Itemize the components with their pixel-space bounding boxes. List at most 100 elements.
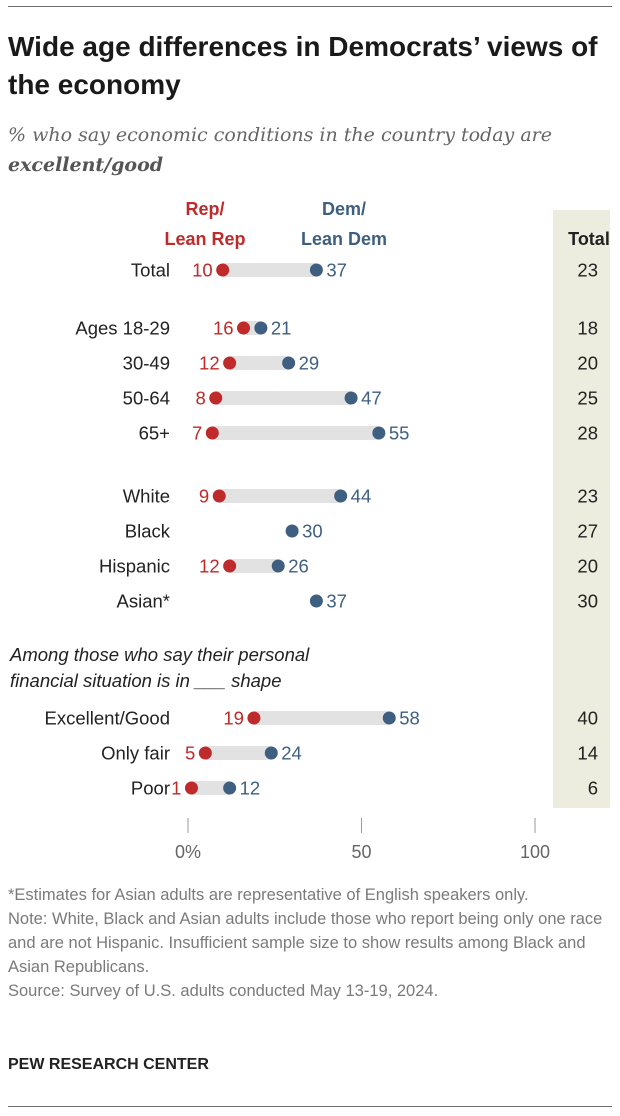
bottom-rule <box>8 1106 612 1107</box>
total-value: 23 <box>577 260 598 281</box>
legend-rep-line2: Lean Rep <box>164 229 245 249</box>
top-rule <box>8 6 612 7</box>
rep-dot <box>223 559 237 573</box>
range-bar <box>222 263 317 277</box>
total-value: 25 <box>577 388 598 409</box>
dem-dot <box>271 559 285 573</box>
dem-value-label: 29 <box>299 353 320 374</box>
dem-dot <box>285 524 299 538</box>
dem-value-label: 12 <box>240 778 261 799</box>
dem-dot <box>264 746 278 760</box>
total-value: 28 <box>577 423 598 444</box>
row-label: 65+ <box>139 423 170 444</box>
total-value: 23 <box>577 486 598 507</box>
legend-dem-line2: Lean Dem <box>301 229 387 249</box>
dem-value-label: 55 <box>389 423 410 444</box>
dem-dot <box>223 781 237 795</box>
legend-dem-line1: Dem/ <box>322 199 366 219</box>
total-value: 14 <box>577 743 598 764</box>
dot-plot: Rep/Lean Rep Dem/Lean Dem Total Among those… <box>9 199 610 862</box>
total-value: 18 <box>577 318 598 339</box>
row-label: 30-49 <box>123 353 170 374</box>
subgroup-heading-line1: Among those who say their personal <box>9 644 310 665</box>
org-name: PEW RESEARCH CENTER <box>8 1056 209 1073</box>
range-bar <box>253 711 390 725</box>
legend-total: Total <box>568 229 610 249</box>
total-value: 30 <box>577 591 598 612</box>
chart-title: Wide age differences in Democrats’ views… <box>8 31 598 100</box>
note-text: Note: White, Black and Asian adults incl… <box>8 910 603 976</box>
dem-value-label: 30 <box>302 521 323 542</box>
rep-value-label: 9 <box>199 486 209 507</box>
dem-value-label: 37 <box>326 591 347 612</box>
dem-value-label: 21 <box>271 318 292 339</box>
row-label: Excellent/Good <box>45 708 170 729</box>
dem-value-label: 47 <box>361 388 382 409</box>
subgroup-heading-line2: financial situation is in ___ shape <box>10 670 282 691</box>
row-label: Asian* <box>117 591 170 612</box>
total-value: 6 <box>588 778 598 799</box>
rep-value-label: 12 <box>199 556 220 577</box>
total-value: 20 <box>577 556 598 577</box>
rep-dot <box>184 781 198 795</box>
dem-dot <box>382 711 396 725</box>
legend-rep-line1: Rep/ <box>185 199 224 219</box>
dem-dot <box>334 489 348 503</box>
rep-value-label: 12 <box>199 353 220 374</box>
axis-label-100: 100 <box>520 842 550 862</box>
rep-dot <box>198 746 212 760</box>
dem-dot <box>282 356 296 370</box>
rep-dot <box>223 356 237 370</box>
row-label: Only fair <box>101 743 170 764</box>
row-label: Ages 18-29 <box>75 318 170 339</box>
rep-dot <box>247 711 261 725</box>
rep-value-label: 1 <box>171 778 181 799</box>
rep-value-label: 8 <box>195 388 205 409</box>
row-label: 50-64 <box>123 388 170 409</box>
rep-dot <box>237 321 251 335</box>
row-label: Poor <box>131 778 170 799</box>
rep-dot <box>212 489 226 503</box>
range-bar <box>229 356 289 370</box>
dem-dot <box>344 391 358 405</box>
dem-dot <box>372 426 386 440</box>
axis-label-50: 50 <box>351 842 371 862</box>
dem-value-label: 37 <box>326 260 347 281</box>
dem-dot <box>309 594 323 608</box>
dem-dot <box>254 321 268 335</box>
rep-value-label: 5 <box>185 743 195 764</box>
row-label: Black <box>125 521 171 542</box>
range-bar <box>205 746 272 760</box>
range-bar <box>229 559 279 573</box>
row-label: Hispanic <box>99 556 170 577</box>
range-bar <box>215 391 352 405</box>
dem-dot <box>309 263 323 277</box>
range-bar <box>212 426 379 440</box>
chart-subtitle: % who say economic conditions in the cou… <box>8 120 618 180</box>
dem-value-label: 58 <box>399 708 420 729</box>
rep-dot <box>205 426 219 440</box>
range-bar <box>191 781 230 795</box>
row-label: Total <box>131 260 170 281</box>
row-label: White <box>123 486 170 507</box>
axis-label-0: 0% <box>175 842 201 862</box>
dem-value-label: 44 <box>351 486 372 507</box>
rep-dot <box>209 391 223 405</box>
total-column-bg <box>553 210 610 808</box>
rep-value-label: 7 <box>192 423 202 444</box>
total-value: 40 <box>577 708 598 729</box>
total-value: 27 <box>577 521 598 542</box>
subtitle-emphasis: excellent/good <box>8 154 164 176</box>
dem-value-label: 24 <box>281 743 302 764</box>
total-value: 20 <box>577 353 598 374</box>
asterisk-note: *Estimates for Asian adults are represen… <box>8 886 529 904</box>
chart-notes: *Estimates for Asian adults are represen… <box>8 883 614 1003</box>
rep-dot <box>216 263 230 277</box>
dem-value-label: 26 <box>288 556 309 577</box>
range-bar <box>219 489 341 503</box>
source-text: Source: Survey of U.S. adults conducted … <box>8 982 439 1000</box>
rep-value-label: 19 <box>223 708 244 729</box>
rep-value-label: 10 <box>192 260 213 281</box>
subtitle-text: % who say economic conditions in the cou… <box>8 124 552 146</box>
rep-value-label: 16 <box>213 318 234 339</box>
